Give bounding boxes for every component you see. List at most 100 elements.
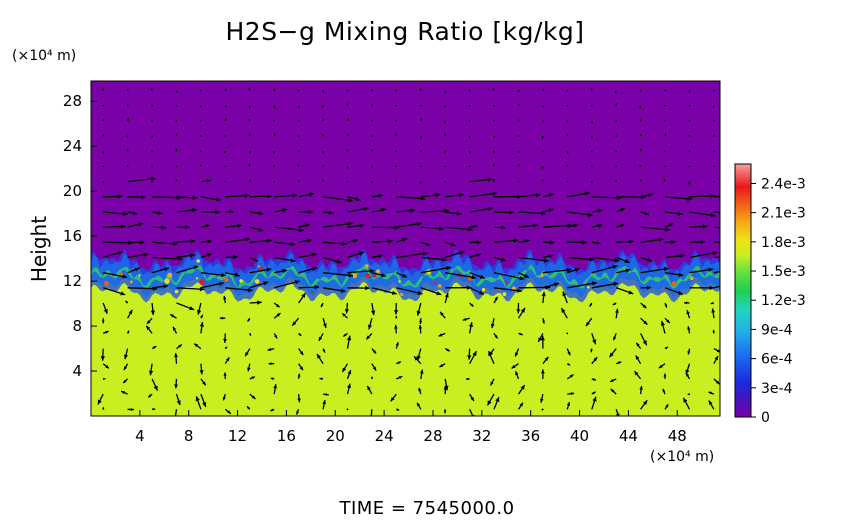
velocity-arrow xyxy=(713,150,715,152)
velocity-arrow xyxy=(591,150,593,152)
velocity-arrow xyxy=(493,105,495,107)
velocity-arrow xyxy=(151,181,153,183)
velocity-arrow xyxy=(420,105,422,107)
chart-title: H2S−g Mixing Ratio [kg/kg] xyxy=(225,17,584,46)
velocity-arrow xyxy=(469,90,471,92)
velocity-arrow xyxy=(615,166,617,168)
y-axis-label: Height xyxy=(27,216,51,282)
hot-spot xyxy=(311,291,313,293)
hot-spot xyxy=(672,281,677,286)
hot-spot xyxy=(434,282,437,285)
time-footer: TIME = 7545000.0 xyxy=(338,498,514,519)
hot-spot xyxy=(138,274,140,276)
velocity-arrow xyxy=(713,166,715,168)
y-tick-label: 4 xyxy=(72,362,82,380)
hot-spot xyxy=(224,277,228,281)
velocity-arrow xyxy=(395,90,397,92)
velocity-arrow xyxy=(273,120,275,122)
velocity-arrow xyxy=(566,333,568,335)
x-tick-label: 8 xyxy=(184,427,194,445)
velocity-arrow xyxy=(615,135,617,137)
velocity-arrow xyxy=(469,120,471,122)
colorbar-tick-label: 2.1e-3 xyxy=(761,206,806,222)
velocity-arrow xyxy=(664,105,666,107)
velocity-arrow xyxy=(151,105,153,107)
hot-spot xyxy=(366,273,370,277)
velocity-arrow xyxy=(420,150,422,152)
velocity-arrow xyxy=(518,135,520,137)
plot-area xyxy=(91,81,744,420)
velocity-arrow xyxy=(151,150,153,152)
y-tick-label: 12 xyxy=(63,272,82,290)
hot-spot xyxy=(353,274,357,278)
velocity-arrow xyxy=(420,166,422,168)
velocity-arrow xyxy=(591,105,593,107)
x-tick-label: 24 xyxy=(375,427,394,445)
velocity-arrow xyxy=(444,181,446,183)
velocity-arrow xyxy=(566,105,568,107)
hot-spot xyxy=(239,279,243,283)
hot-spot xyxy=(167,273,172,278)
hot-spot xyxy=(398,280,400,282)
hot-spot xyxy=(255,279,260,284)
velocity-arrow xyxy=(200,90,202,92)
hot-spot xyxy=(391,277,393,279)
velocity-arrow xyxy=(224,181,226,183)
velocity-arrow xyxy=(395,166,397,168)
hot-spot xyxy=(258,265,260,267)
x-tick-label: 20 xyxy=(326,427,345,445)
colorbar-tick-label: 2.4e-3 xyxy=(761,176,806,192)
hot-spot xyxy=(503,292,507,296)
velocity-arrow xyxy=(689,150,691,152)
x-tick-label: 16 xyxy=(277,427,296,445)
colorbar xyxy=(735,164,751,417)
x-tick-label: 12 xyxy=(228,427,247,445)
colorbar-tick-label: 6e-4 xyxy=(761,352,793,368)
velocity-arrow xyxy=(298,150,300,152)
velocity-arrow xyxy=(689,166,691,168)
velocity-arrow xyxy=(102,166,104,168)
hot-spot xyxy=(587,286,590,289)
velocity-arrow xyxy=(151,120,153,122)
y-tick-label: 28 xyxy=(63,92,82,110)
hot-spot xyxy=(400,293,403,296)
hot-spot xyxy=(505,281,508,284)
colorbar-tick-label: 0 xyxy=(761,410,770,426)
velocity-arrow xyxy=(664,150,666,152)
velocity-arrow xyxy=(395,150,397,152)
x-tick-label: 44 xyxy=(619,427,638,445)
hot-spot xyxy=(373,274,376,277)
velocity-arrow xyxy=(347,90,349,92)
velocity-arrow xyxy=(371,135,373,137)
velocity-arrow xyxy=(591,166,593,168)
velocity-arrow xyxy=(493,120,495,122)
x-tick-label: 28 xyxy=(423,427,442,445)
velocity-arrow xyxy=(298,90,300,92)
colorbar-ticks: 03e-46e-49e-41.2e-31.5e-31.8e-32.1e-32.4… xyxy=(751,176,806,426)
hot-spot xyxy=(104,281,109,286)
hot-spot xyxy=(175,290,179,294)
velocity-arrow xyxy=(102,105,104,107)
colorbar-tick-label: 1.8e-3 xyxy=(761,235,806,251)
x-axis-units: (×10⁴ m) xyxy=(650,449,714,465)
velocity-arrow xyxy=(176,166,178,168)
velocity-arrow xyxy=(347,408,349,410)
velocity-arrow xyxy=(298,120,300,122)
y-tick-label: 8 xyxy=(72,317,82,335)
velocity-arrow xyxy=(566,181,568,183)
hot-spot xyxy=(541,274,544,277)
hot-spot xyxy=(130,281,133,284)
velocity-arrow xyxy=(273,181,275,183)
velocity-arrow xyxy=(395,105,397,107)
velocity-arrow xyxy=(469,105,471,107)
velocity-arrow xyxy=(224,166,226,168)
hot-spot xyxy=(438,284,441,287)
hot-spot xyxy=(164,279,169,284)
velocity-arrow xyxy=(298,135,300,137)
velocity-arrow xyxy=(347,181,349,183)
hot-spot xyxy=(376,269,380,273)
hot-spot xyxy=(365,264,369,268)
velocity-arrow xyxy=(664,120,666,122)
velocity-arrow xyxy=(689,105,691,107)
